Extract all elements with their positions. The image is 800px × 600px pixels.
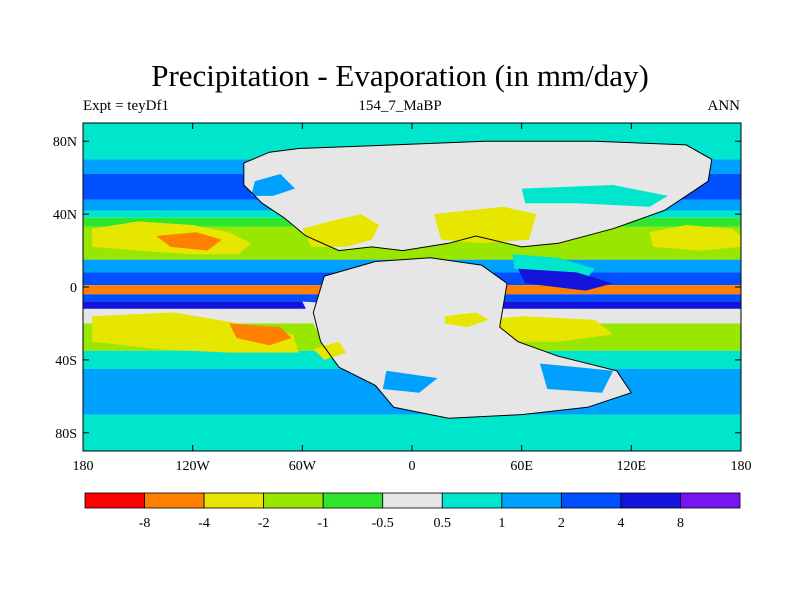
land-region-5 xyxy=(251,174,295,196)
land-region-4 xyxy=(521,185,668,207)
pe-region-1 xyxy=(156,232,222,251)
y-tick-label: 80S xyxy=(55,427,77,442)
x-tick-label: 180 xyxy=(731,459,752,474)
land-region-2 xyxy=(444,312,489,328)
colorbar-label: 2 xyxy=(558,516,565,531)
colorbar-label: 4 xyxy=(617,516,624,531)
x-tick-label: 180 xyxy=(73,459,94,474)
x-tick-label: 0 xyxy=(409,459,416,474)
colorbar-swatch xyxy=(263,492,324,509)
season-label: ANN xyxy=(707,98,741,114)
colorbar-swatch xyxy=(203,492,265,509)
colorbar-swatch xyxy=(620,492,681,509)
map-title: Precipitation - Evaporation (in mm/day) xyxy=(151,58,649,93)
pe-region-4 xyxy=(649,225,741,251)
colorbar-label: 8 xyxy=(677,516,684,531)
colorbar: -8 -4 -2 -1 -0.5 0.5 1 2 4 8 xyxy=(84,492,741,531)
land-region-6 xyxy=(539,363,614,393)
y-tick-label: 80N xyxy=(53,135,77,150)
colorbar-swatch xyxy=(680,492,741,509)
colorbar-swatch xyxy=(501,492,562,509)
y-tick-label: 0 xyxy=(70,281,77,296)
land-region-3 xyxy=(313,341,347,360)
colorbar-label: 0.5 xyxy=(434,516,452,531)
zonal-band-16 xyxy=(83,414,741,451)
x-tick-label: 120W xyxy=(176,459,211,474)
x-tick-label: 60W xyxy=(289,459,317,474)
plot-area xyxy=(83,123,741,451)
colorbar-swatch xyxy=(441,492,503,509)
y-tick-label: 40S xyxy=(55,354,77,369)
colorbar-swatch xyxy=(322,492,384,509)
pe-region-2 xyxy=(92,312,299,353)
colorbar-swatch xyxy=(144,492,205,509)
colorbar-swatch xyxy=(84,492,145,509)
x-tick-label: 120E xyxy=(617,459,647,474)
land-region-0 xyxy=(302,214,380,247)
time-label: 154_7_MaBP xyxy=(358,98,442,114)
pe-region-8 xyxy=(518,268,614,291)
colorbar-label: 1 xyxy=(498,516,505,531)
coastline-laurasia xyxy=(243,140,713,252)
x-tick-label: 60E xyxy=(510,459,533,474)
y-tick-label: 40N xyxy=(53,208,77,223)
land-region-7 xyxy=(382,370,438,393)
coastline-gondwana xyxy=(312,257,633,419)
colorbar-swatch xyxy=(560,492,622,509)
pe-region-3 xyxy=(229,323,292,346)
experiment-label: Expt = teyDf1 xyxy=(83,98,169,114)
colorbar-label: -4 xyxy=(198,516,210,531)
colorbar-label: -8 xyxy=(139,516,151,531)
land-region-1 xyxy=(433,206,537,244)
axis-ticks: 180 120W 60W 0 60E 120E 180 80N 40N 0 40S 80S xyxy=(53,123,752,474)
colorbar-swatch xyxy=(382,492,443,509)
colorbar-label: -1 xyxy=(317,516,329,531)
colorbar-label: -0.5 xyxy=(372,516,394,531)
colorbar-label: -2 xyxy=(258,516,270,531)
